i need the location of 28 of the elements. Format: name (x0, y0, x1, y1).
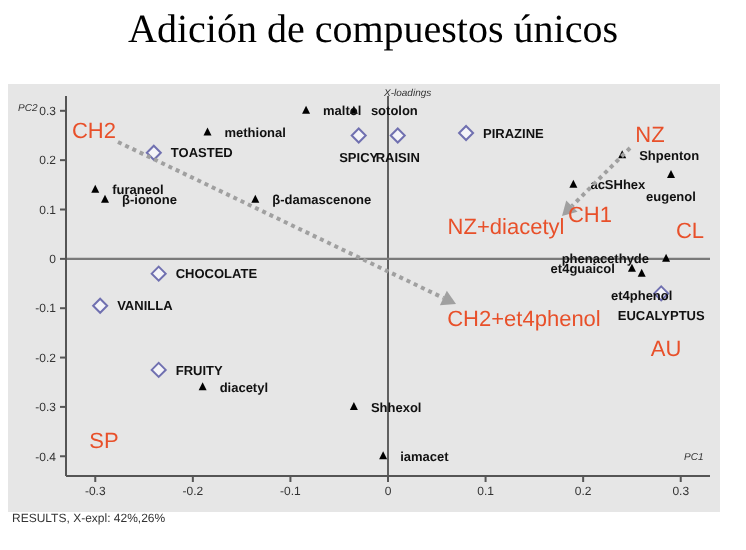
point (637, 268, 646, 277)
annotation: NZ+diacetyl (447, 216, 565, 240)
point (389, 127, 406, 144)
point (349, 401, 358, 410)
annotation: CH2 (71, 120, 117, 144)
chart-title: Adición de compuestos únicos (126, 8, 620, 54)
point (150, 265, 167, 282)
point (379, 451, 388, 460)
annotation: SP (89, 430, 119, 454)
annotation: CH1 (567, 204, 613, 228)
point (350, 127, 367, 144)
point (302, 105, 311, 114)
point (251, 194, 260, 203)
point (150, 361, 167, 378)
annotation: CL (675, 220, 705, 244)
annotation: NZ (635, 124, 665, 148)
point (101, 194, 110, 203)
annotation: CH2+et4phenol (447, 308, 601, 332)
point (91, 184, 100, 193)
point (458, 125, 475, 142)
point (666, 169, 675, 178)
point (145, 144, 162, 161)
point (662, 253, 671, 262)
point (92, 297, 109, 314)
annotation: AU (650, 338, 682, 362)
point (569, 179, 578, 188)
point (203, 127, 212, 136)
point (198, 382, 207, 391)
